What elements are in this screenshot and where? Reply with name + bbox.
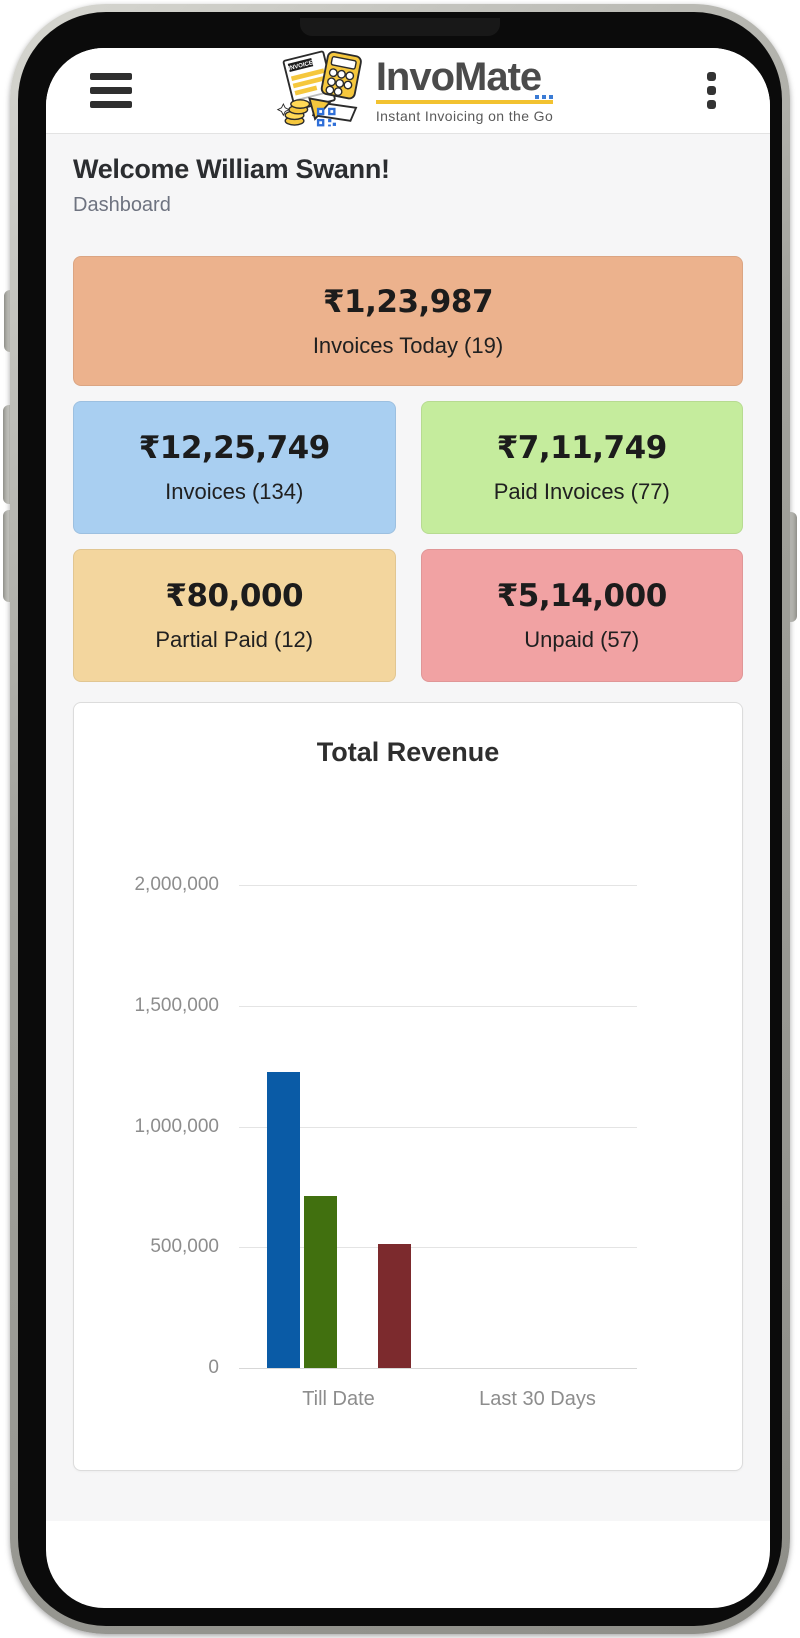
stat-value: ₹1,23,987: [322, 283, 494, 320]
app-tagline: Instant Invoicing on the Go: [375, 108, 554, 124]
stat-card-invoices-today[interactable]: ₹1,23,987 Invoices Today (19): [73, 256, 743, 386]
breadcrumb: Dashboard: [73, 194, 171, 216]
app-logo: INVOICE: [132, 50, 696, 132]
stat-value: ₹80,000: [165, 578, 304, 614]
y-axis-tick-label: 500,000: [150, 1236, 219, 1258]
phone-screen: INVOICE: [46, 48, 770, 1608]
gridline: [239, 1247, 637, 1249]
welcome-heading: Welcome William Swann!: [73, 154, 390, 184]
svg-text:INVOICE: INVOICE: [288, 60, 314, 72]
phone-frame: INVOICE: [10, 4, 790, 1634]
logo-illustration-icon: INVOICE: [276, 50, 362, 126]
total-revenue-chart: Total Revenue 0 500,000 1,000,000 1,500,000…: [73, 702, 743, 1471]
stat-value: ₹12,25,749: [138, 430, 331, 466]
green-bar[interactable]: [303, 1196, 337, 1368]
stat-label: Invoices Today (19): [312, 332, 504, 358]
gridline: [239, 1126, 637, 1128]
menu-icon[interactable]: [90, 73, 132, 108]
gridline: [239, 1368, 637, 1369]
maroon-bar[interactable]: [377, 1244, 411, 1368]
dashboard-page: Welcome William Swann! Dashboard ₹1,23,9…: [46, 134, 770, 1521]
more-options-icon[interactable]: [696, 72, 726, 109]
x-axis-category-label: Last 30 Days: [479, 1388, 596, 1410]
chart-plot-area: 0 500,000 1,000,000 1,500,000 2,000,000 Till …: [74, 703, 742, 1470]
y-axis-tick-label: 0: [208, 1357, 219, 1378]
stat-value: ₹7,11,749: [496, 430, 668, 466]
phone-bezel: INVOICE: [18, 12, 782, 1626]
y-axis-tick-label: 1,000,000: [134, 1115, 219, 1137]
stat-value: ₹5,14,000: [496, 578, 668, 614]
gridline: [239, 885, 637, 886]
stat-card-paid-invoices[interactable]: ₹7,11,749 Paid Invoices (77): [420, 401, 743, 534]
y-axis-tick-label: 2,000,000: [134, 874, 219, 895]
stat-label: Partial Paid (12): [155, 627, 314, 652]
stat-label: Paid Invoices (77): [493, 479, 670, 504]
stat-label: Unpaid (57): [524, 627, 640, 652]
stat-card-invoices[interactable]: ₹12,25,749 Invoices (134): [73, 401, 396, 534]
y-axis-tick-label: 1,500,000: [134, 994, 219, 1016]
stat-card-partial-paid[interactable]: ₹80,000 Partial Paid (12): [73, 549, 396, 682]
app-name: InvoMate: [375, 55, 542, 99]
chart-title: Total Revenue: [316, 737, 500, 767]
phone-notch: [300, 18, 500, 36]
x-axis-category-label: Till Date: [302, 1388, 375, 1410]
gridline: [239, 1005, 637, 1007]
logo-underline: [375, 95, 554, 104]
blue-bar[interactable]: [266, 1072, 300, 1368]
app-header: INVOICE: [46, 48, 770, 134]
stat-card-unpaid[interactable]: ₹5,14,000 Unpaid (57): [420, 549, 743, 682]
stat-label: Invoices (134): [165, 479, 304, 504]
